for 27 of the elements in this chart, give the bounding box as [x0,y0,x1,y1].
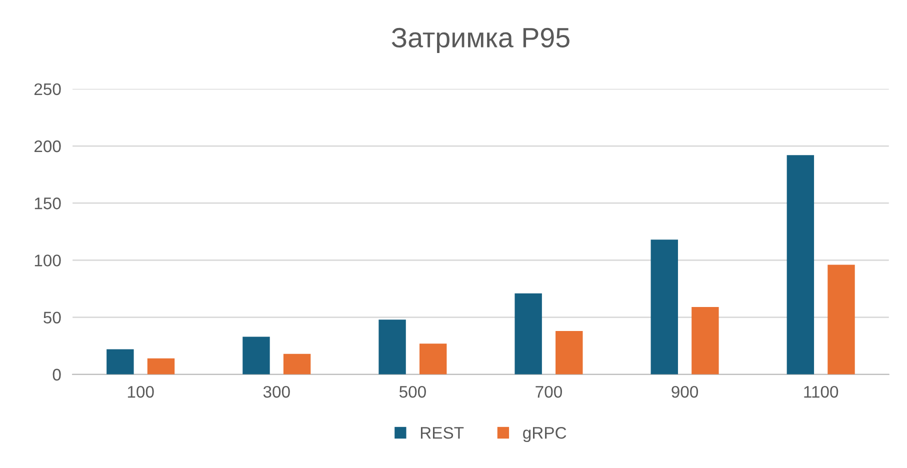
chart-title: Затримка P95 [392,28,570,54]
y-tick-label: 150 [34,198,61,210]
y-tick-label: 200 [34,140,61,152]
x-tick-label: 100 [128,386,154,398]
x-tick-label: 500 [399,386,426,398]
bar [692,307,719,374]
bar [514,293,542,374]
bar [556,331,583,374]
bar [419,344,447,374]
legend-label: gRPC [523,426,566,442]
bar [650,240,678,374]
bar [786,155,814,374]
bar [283,354,311,374]
y-tick-label: 50 [44,312,61,324]
x-tick-label: 1100 [804,386,838,398]
y-tick-label: 250 [34,83,61,96]
bar [828,264,855,374]
legend-label: REST [420,426,464,439]
bar [147,358,175,374]
x-tick-label: 900 [672,386,698,398]
x-tick-label: 700 [536,386,562,398]
y-tick-label: 0 [52,368,61,381]
y-tick-label: 100 [34,254,61,266]
bar [106,349,134,374]
x-tick-label: 300 [263,386,290,398]
bar [378,320,406,374]
bar [242,336,270,374]
